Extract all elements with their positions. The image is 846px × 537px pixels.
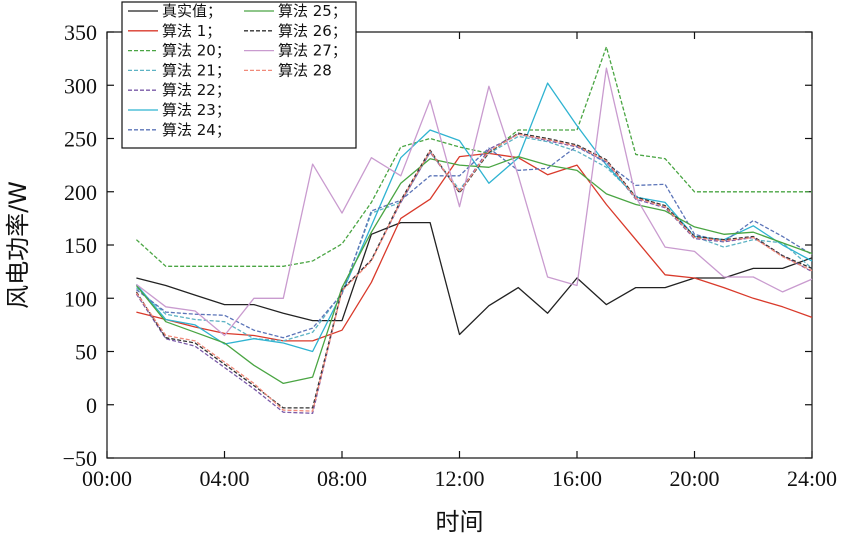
y-tick-label: 300 bbox=[64, 73, 97, 98]
legend-entry-label: 算法 26； bbox=[278, 22, 347, 40]
legend-entry-label: 算法 1； bbox=[162, 22, 221, 40]
series-line-8 bbox=[135, 155, 813, 385]
legend-entry-label: 算法 23； bbox=[162, 101, 231, 119]
x-tick-label: 16:00 bbox=[552, 466, 602, 491]
y-tick-label: −50 bbox=[63, 446, 97, 471]
y-tick-label: 50 bbox=[75, 340, 97, 365]
legend-box bbox=[121, 1, 357, 149]
legend-entry-label: 算法 25； bbox=[278, 2, 347, 20]
y-tick-label: 100 bbox=[64, 286, 97, 311]
series-line-2 bbox=[136, 152, 813, 342]
legend-entry-label: 算法 28 bbox=[278, 61, 332, 79]
series-line-7 bbox=[136, 145, 813, 339]
x-tick-label: 12:00 bbox=[434, 466, 484, 491]
y-tick-label: 200 bbox=[64, 180, 97, 205]
series-layer bbox=[135, 46, 813, 414]
y-axis-title: 风电功率/W bbox=[4, 181, 32, 309]
series-line-11 bbox=[135, 133, 813, 412]
legend-entry-label: 真实值； bbox=[162, 2, 222, 20]
legend-entry-label: 算法 22； bbox=[162, 81, 231, 99]
y-axis: −50 0 50 100 150 200 250 300 350 bbox=[63, 20, 812, 471]
y-tick-label: 0 bbox=[86, 393, 97, 418]
x-axis: 00:00 04:00 08:00 12:00 16:00 20:00 24:00 bbox=[82, 32, 837, 491]
y-tick-label: 250 bbox=[64, 127, 97, 152]
legend: 真实值； 算法 1； 算法 20；算法 21； 算法 22； 算法 23； 算法 24； 算… bbox=[121, 1, 357, 149]
legend-entry-label: 算法 27； bbox=[278, 42, 347, 60]
x-tick-label: 24:00 bbox=[787, 466, 837, 491]
series-line-10 bbox=[136, 67, 813, 337]
series-line-9 bbox=[135, 132, 813, 409]
y-tick-label: 150 bbox=[64, 233, 97, 258]
x-tick-label: 04:00 bbox=[199, 466, 249, 491]
x-tick-label: 00:00 bbox=[82, 466, 132, 491]
legend-entry-label: 算法 24； bbox=[162, 121, 231, 139]
x-tick-label: 08:00 bbox=[317, 466, 367, 491]
legend-entry-label: 算法 21； bbox=[162, 61, 231, 79]
y-tick-label: 350 bbox=[64, 20, 97, 45]
legend-entry-label: 算法 20； bbox=[162, 42, 231, 60]
x-tick-label: 20:00 bbox=[669, 466, 719, 491]
x-axis-title: 时间 bbox=[436, 508, 484, 536]
series-line-3 bbox=[135, 46, 812, 267]
